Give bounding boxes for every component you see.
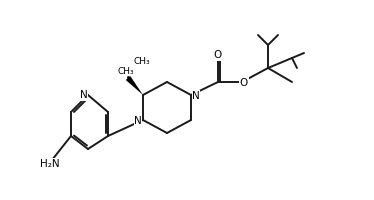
Polygon shape [126,76,143,95]
Text: CH₃: CH₃ [118,66,134,75]
Text: N: N [192,91,200,101]
Text: H₂N: H₂N [40,159,60,169]
Text: N: N [80,90,88,100]
Text: O: O [240,78,248,88]
Text: N: N [134,116,142,126]
Text: O: O [214,50,222,60]
Text: CH₃: CH₃ [134,58,151,66]
